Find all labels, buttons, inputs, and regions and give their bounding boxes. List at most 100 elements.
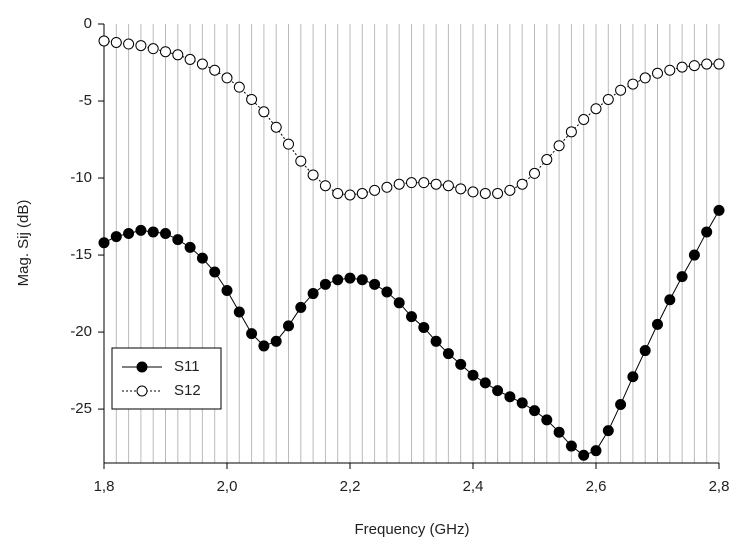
marker <box>332 274 344 286</box>
marker <box>209 266 221 278</box>
y-tick-label: -15 <box>70 246 92 263</box>
marker <box>258 106 270 118</box>
y-tick-label: -10 <box>70 169 92 186</box>
marker <box>516 178 528 190</box>
legend-label: S11 <box>174 358 200 375</box>
marker <box>160 46 171 58</box>
y-tick-label: -5 <box>79 92 92 109</box>
marker <box>529 167 540 179</box>
x-tick-label: 2,6 <box>586 478 607 495</box>
marker <box>627 78 639 90</box>
marker <box>270 335 282 347</box>
marker <box>209 64 221 76</box>
marker <box>221 284 233 296</box>
marker <box>110 36 122 48</box>
y-tick-label: -20 <box>70 323 92 340</box>
marker <box>627 371 639 383</box>
marker <box>430 335 442 347</box>
marker <box>639 72 651 84</box>
marker <box>418 177 430 189</box>
marker <box>590 103 602 115</box>
marker <box>504 391 516 403</box>
marker <box>541 154 553 166</box>
marker <box>344 272 356 284</box>
marker <box>529 405 540 417</box>
marker <box>701 226 713 238</box>
marker <box>590 445 602 457</box>
marker <box>713 58 725 70</box>
marker <box>221 72 233 84</box>
marker <box>307 169 319 181</box>
marker <box>356 187 368 199</box>
marker <box>246 93 258 105</box>
marker <box>147 43 159 55</box>
x-tick-label: 2,8 <box>709 478 730 495</box>
marker <box>553 140 565 152</box>
marker <box>98 237 110 249</box>
marker <box>578 449 590 461</box>
marker <box>344 189 356 201</box>
marker <box>332 187 344 199</box>
y-axis-label: Mag. Sij (dB) <box>15 200 32 287</box>
legend-label: S12 <box>174 382 201 399</box>
marker <box>258 340 270 352</box>
marker <box>98 35 110 47</box>
marker <box>615 398 627 410</box>
marker <box>184 241 196 253</box>
y-tick-label: 0 <box>84 15 92 32</box>
legend-marker <box>136 361 148 373</box>
marker <box>196 58 208 70</box>
marker <box>467 369 479 381</box>
marker <box>578 114 590 126</box>
marker <box>319 180 331 192</box>
marker <box>406 177 417 189</box>
marker <box>184 53 196 65</box>
marker <box>135 224 147 236</box>
marker <box>381 286 393 298</box>
marker <box>442 348 454 360</box>
marker <box>123 38 135 50</box>
marker <box>430 178 442 190</box>
marker <box>369 278 381 290</box>
marker <box>381 181 393 193</box>
marker <box>246 328 258 340</box>
legend-box <box>111 347 222 410</box>
x-tick-label: 2,4 <box>463 478 484 495</box>
marker <box>615 84 627 96</box>
x-tick-label: 2,0 <box>217 478 238 495</box>
marker <box>455 183 467 195</box>
marker <box>233 306 245 318</box>
marker <box>135 40 147 52</box>
x-axis-label: Frequency (GHz) <box>354 521 469 538</box>
x-tick-label: 2,2 <box>340 478 361 495</box>
marker <box>652 318 663 330</box>
marker <box>172 49 184 61</box>
marker <box>295 155 307 167</box>
marker <box>541 414 553 426</box>
marker <box>664 64 676 76</box>
marker <box>676 271 688 283</box>
marker <box>283 138 294 150</box>
marker <box>516 397 528 409</box>
marker <box>652 67 663 79</box>
marker <box>479 377 491 389</box>
marker <box>393 297 405 309</box>
marker <box>123 227 135 239</box>
marker <box>688 249 700 261</box>
marker <box>664 294 676 306</box>
x-tick-label: 1,8 <box>94 478 115 495</box>
marker <box>565 440 577 452</box>
marker <box>553 426 565 438</box>
marker <box>319 278 331 290</box>
marker <box>283 320 294 332</box>
marker <box>504 184 516 196</box>
marker <box>307 288 319 300</box>
marker <box>492 385 504 397</box>
marker <box>688 60 700 72</box>
marker <box>701 58 713 70</box>
marker <box>295 301 307 313</box>
y-tick-label: -25 <box>70 400 92 417</box>
marker <box>147 226 159 238</box>
